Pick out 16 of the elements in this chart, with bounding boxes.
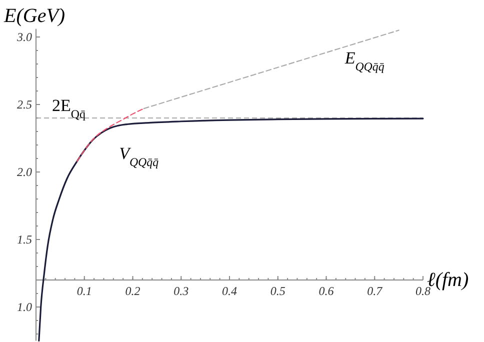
y-axis-title: E(GeV) xyxy=(3,5,66,27)
y-tick-label: 1.0 xyxy=(17,300,32,314)
x-tick-label: 0.6 xyxy=(318,284,334,298)
x-tick-label: 0.5 xyxy=(270,284,286,298)
x-tick-label: 0.3 xyxy=(174,284,189,298)
series-label: V$_{QQq̄q̄}$ xyxy=(119,144,159,169)
y-tick-label: 3.0 xyxy=(16,30,32,44)
x-tick-label: 0.7 xyxy=(367,284,384,298)
y-tick-label: 2.0 xyxy=(17,165,32,179)
x-tick-label: 0.2 xyxy=(125,284,140,298)
series-label: E$_{QQq̄q̄}$ xyxy=(344,48,384,74)
ref-line-label: 2E$_{Qq̄}$ xyxy=(52,96,86,121)
x-tick-label: 0.4 xyxy=(222,284,237,298)
x-tick-label: 0.1 xyxy=(76,284,92,298)
y-tick-label: 1.5 xyxy=(17,232,32,246)
y-tick-label: 2.5 xyxy=(17,98,32,112)
